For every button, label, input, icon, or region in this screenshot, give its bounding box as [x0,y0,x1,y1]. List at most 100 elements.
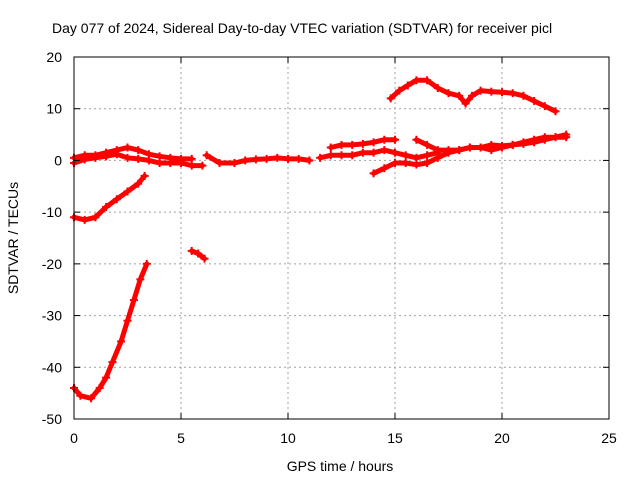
data-point [326,151,335,160]
data-point [326,143,335,152]
data-point [230,159,239,168]
data-point [391,148,399,157]
data-point [91,213,100,222]
data-point [551,133,560,142]
y-tick-label: 20 [46,49,62,65]
data-point [412,160,421,169]
data-point [423,140,432,149]
data-point [202,151,211,160]
data-point [117,337,126,346]
x-tick-label: 5 [177,430,185,446]
data-point [487,146,496,155]
data-point [386,94,395,103]
data-point [241,156,250,165]
data-point [540,102,549,111]
data-point [369,138,378,147]
data-point [433,153,442,162]
x-tick-label: 0 [70,430,78,446]
data-point [395,86,404,95]
data-point [391,159,399,168]
data-point [530,135,539,144]
data-point [444,89,453,98]
data-point [444,146,453,155]
x-tick-label: 25 [601,430,617,446]
data-point [142,259,151,268]
data-point [215,159,224,168]
data-point [251,155,260,164]
data-point [380,146,389,155]
data-point [294,154,303,163]
data-point [95,383,104,392]
data-point [519,91,528,100]
series-track-9 [71,173,148,223]
data-point [102,152,111,161]
data-point [194,249,203,258]
data-point [401,151,410,160]
data-point [468,91,477,100]
data-point [412,135,421,144]
data-point [136,275,145,284]
data-point [519,138,528,147]
data-point [465,143,474,152]
x-axis-label: GPS time / hours [287,458,394,474]
data-point [369,169,378,178]
data-point [200,254,209,263]
data-point [369,148,378,157]
y-tick-label: -30 [42,308,62,324]
data-point [134,154,143,163]
data-point [380,135,389,144]
data-point [423,151,432,160]
data-point [76,391,85,400]
y-tick-label: -50 [42,411,62,427]
data-point [108,358,117,367]
data-point [273,153,282,162]
y-tick-label: -40 [42,359,62,375]
data-point [123,187,132,196]
grid [74,57,609,419]
data-point [112,195,121,204]
data-point [540,133,549,142]
data-point [144,156,153,165]
data-point [187,154,196,163]
data-point [155,152,164,161]
y-tick-label: -10 [42,204,62,220]
y-tick-label: -20 [42,256,62,272]
data-point [187,246,196,255]
data-point [187,161,196,170]
data-point [380,164,389,173]
data-point [348,140,357,149]
ticks [73,56,610,420]
x-tick-label: 10 [280,430,296,446]
data-point [316,153,325,162]
data-point [177,159,185,168]
data-point [87,394,96,403]
y-tick-labels: -50 -40 -30 -20 -10 0 10 20 [42,49,62,427]
data-point [530,96,539,105]
data-point [358,139,367,148]
plot-frame [73,56,610,420]
data-point [498,88,506,97]
data-point [403,81,412,90]
data-point [123,143,132,152]
data-point [423,159,432,168]
data-point [461,99,470,108]
x-tick-label: 20 [494,430,510,446]
data-point [412,76,421,85]
y-axis-label: SDTVAR / TECUs [5,182,21,294]
data-point [112,150,121,159]
data-point [337,151,346,160]
data-point [433,146,442,155]
data-point [508,140,517,149]
data-point [262,154,271,163]
data-point [358,148,367,157]
y-tick-label: 0 [54,152,62,168]
data-point [562,130,571,139]
data-point [455,91,464,100]
series-track-10 [71,261,150,401]
data-point [140,171,149,180]
data-point [476,143,485,152]
data-point [284,154,292,163]
data-point [487,87,496,96]
data-point [155,159,164,168]
